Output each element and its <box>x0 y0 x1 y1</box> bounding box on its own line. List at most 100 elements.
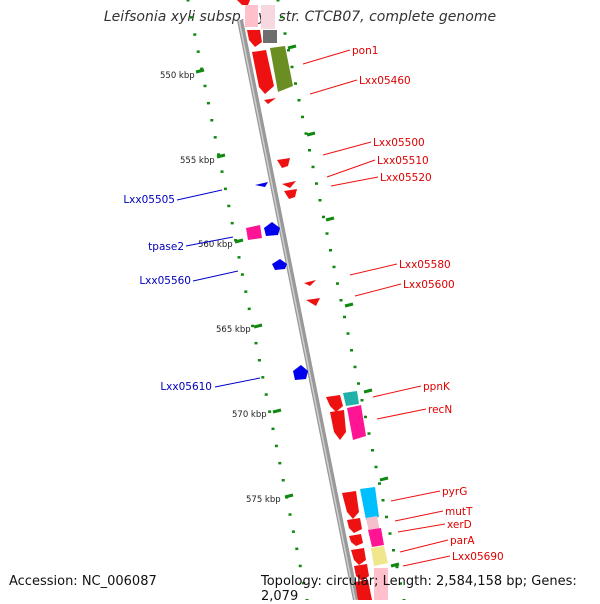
gene-arrow-Lxx05460[interactable] <box>252 50 274 94</box>
tick-dot <box>210 119 214 122</box>
gene-arrow-forward[interactable] <box>347 518 362 533</box>
tick-dot <box>288 513 292 516</box>
tick-dot <box>220 170 224 173</box>
tick-dot <box>332 265 336 269</box>
tick-dot <box>311 165 315 169</box>
tick-dot <box>371 449 374 452</box>
tick-dot <box>283 32 287 35</box>
tick-dot <box>357 382 360 385</box>
gene-label-Lxx05460[interactable]: Lxx05460 <box>359 75 411 87</box>
gene-label-parA[interactable]: parA <box>450 535 475 547</box>
map-title: Leifsonia xyli subsp. xyli str. CTCB07, … <box>103 9 497 25</box>
tick-dot <box>234 239 238 242</box>
tick-dot <box>281 479 285 482</box>
gene-label-Lxx05560[interactable]: Lxx05560 <box>139 275 191 287</box>
tick-dot <box>350 349 353 352</box>
tick-dot <box>322 215 325 219</box>
tick-dot <box>339 299 343 302</box>
gene-label-recN[interactable]: recN <box>428 404 452 416</box>
gene-arrow-reverse[interactable] <box>264 222 280 236</box>
tick-dot <box>237 256 241 259</box>
tick-dot <box>291 530 295 533</box>
reverse-gene-leader-lines <box>176 189 261 388</box>
tick-dot <box>336 282 339 285</box>
gene-arrow-Lxx05510[interactable] <box>282 181 296 188</box>
gene-arrow-forward[interactable] <box>351 548 366 565</box>
gene-feature-gray[interactable] <box>263 30 277 43</box>
inner-tick-track <box>186 0 309 600</box>
gene-label-Lxx05610[interactable]: Lxx05610 <box>160 381 212 393</box>
gene-arrow-tpase2[interactable] <box>246 225 262 240</box>
gene-label-ppnK[interactable]: ppnK <box>423 381 451 393</box>
gene-arrow-forward[interactable] <box>326 395 343 412</box>
tick-dot <box>268 410 272 413</box>
tick-dot <box>302 581 306 585</box>
gene-arrow-forward[interactable] <box>330 410 346 440</box>
tick-dot <box>274 444 278 448</box>
tick-dot <box>304 132 308 135</box>
tick-dot <box>294 82 297 85</box>
tick-dot <box>374 465 378 469</box>
gene-label-Lxx05500[interactable]: Lxx05500 <box>373 137 425 149</box>
tick-dot <box>200 67 204 71</box>
gene-label-Lxx05505[interactable]: Lxx05505 <box>123 194 175 206</box>
gene-feature-pink[interactable] <box>374 568 388 600</box>
tick-dot <box>360 399 364 402</box>
gene-arrow-Lxx05580[interactable] <box>304 280 316 286</box>
gene-arrow-parA[interactable] <box>371 546 388 566</box>
gene-arrow-Lxx05500[interactable] <box>277 158 290 168</box>
gene-label-pon1[interactable]: pon1 <box>352 45 378 57</box>
tick-dot <box>301 115 304 119</box>
tick-dot <box>223 187 227 191</box>
gene-arrow-ppnK[interactable] <box>343 391 359 406</box>
gene-arrow-Lxx05610[interactable] <box>293 365 308 380</box>
tick-dot <box>329 249 332 252</box>
gene-label-Lxx05510[interactable]: Lxx05510 <box>377 155 429 167</box>
kbp-label: 555 kbp <box>180 156 215 166</box>
tick-dot <box>271 427 275 431</box>
tick-dot <box>385 515 388 519</box>
gene-arrow-forward[interactable] <box>342 491 359 519</box>
tick-dot <box>257 359 261 362</box>
tick-dot <box>287 49 290 52</box>
tick-dot <box>264 393 268 396</box>
tick-dot <box>254 341 258 345</box>
gene-arrow-small[interactable] <box>264 98 276 104</box>
tick-dot <box>206 101 210 105</box>
gene-arrow-forward[interactable] <box>349 534 363 546</box>
gene-label-Lxx05690[interactable]: Lxx05690 <box>452 551 504 563</box>
gene-label-Lxx05520[interactable]: Lxx05520 <box>380 172 432 184</box>
gene-arrow-recN[interactable] <box>347 405 366 440</box>
scale-tick-560: 560 kbp <box>198 238 244 250</box>
gene-label-mutT[interactable]: mutT <box>445 506 473 518</box>
gene-arrow-forward[interactable] <box>247 30 262 47</box>
scale-tick-565: 565 kbp <box>216 323 263 335</box>
tick-dot <box>318 199 322 202</box>
tick-dot <box>240 273 244 276</box>
gene-feature-pink[interactable] <box>245 5 258 27</box>
gene-label-tpase2[interactable]: tpase2 <box>148 241 184 253</box>
tick-dot <box>230 221 234 225</box>
tick-dot <box>227 204 231 208</box>
gene-arrow-Lxx05560[interactable] <box>272 259 287 270</box>
gene-arrow-pyrG[interactable] <box>360 487 379 520</box>
gene-arrow-Lxx05690[interactable] <box>354 564 369 581</box>
gene-arrow-Lxx05505[interactable] <box>255 182 268 187</box>
gene-label-pyrG[interactable]: pyrG <box>442 486 467 498</box>
gene-arrow-forward[interactable] <box>237 0 250 5</box>
gene-label-Lxx05580[interactable]: Lxx05580 <box>399 259 451 271</box>
tick-dot <box>395 565 399 569</box>
gene-arrow-Lxx05600[interactable] <box>306 298 320 306</box>
tick-dot <box>217 153 221 156</box>
tick-dot <box>399 582 402 585</box>
gene-arrow-xerD[interactable] <box>368 528 384 547</box>
gene-arrow-forward[interactable] <box>355 580 372 600</box>
tick-dot <box>388 532 392 535</box>
gene-feature-light[interactable] <box>261 5 275 29</box>
gene-arrow-Lxx05520[interactable] <box>284 189 297 199</box>
gene-arrow-pon1[interactable] <box>270 46 293 92</box>
gene-label-xerD[interactable]: xerD <box>447 519 472 531</box>
tick-dot <box>251 324 255 328</box>
gene-label-Lxx05600[interactable]: Lxx05600 <box>403 279 455 291</box>
tick-dot <box>189 16 193 19</box>
